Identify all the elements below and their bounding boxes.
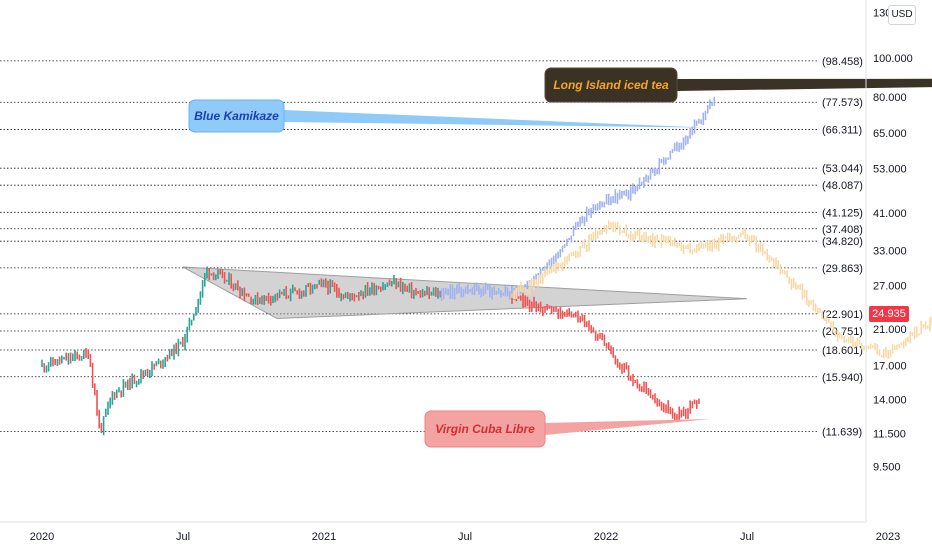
level-label: (15.940): [822, 372, 863, 384]
level-label: (48.087): [822, 180, 863, 192]
level-label: (34.820): [822, 236, 863, 248]
y-tick-label: 27.000: [873, 280, 907, 292]
y-tick-label: 9.500: [873, 462, 901, 474]
callout-label: Long Island iced tea: [553, 78, 669, 92]
y-tick-label: 11.500: [873, 428, 906, 440]
callout-virgin-cuba-libre[interactable]: Virgin Cuba Libre: [424, 410, 711, 448]
level-label: (53.044): [822, 163, 863, 175]
last-price-badge: 24.935: [869, 306, 909, 322]
currency-unit[interactable]: USD: [888, 5, 916, 25]
y-tick-label: 53.000: [873, 163, 907, 175]
series-long-island-iced-tea: [511, 220, 932, 359]
x-tick-label: 2022: [594, 531, 618, 543]
series-blue-kamikaze: [440, 96, 716, 301]
y-tick-label: 33.000: [873, 246, 907, 258]
level-label: (77.573): [822, 97, 863, 109]
y-tick-label: 17.000: [873, 361, 907, 373]
level-label: (20.751): [822, 326, 863, 338]
x-tick-label: 2023: [876, 531, 900, 543]
callouts: Blue Kamikaze Long Island iced tea Virgin …: [188, 67, 932, 448]
x-tick-label: 2021: [312, 531, 336, 543]
series-layer: [41, 96, 932, 436]
callout-long-island-iced-tea[interactable]: Long Island iced tea: [544, 67, 932, 103]
level-label: (41.125): [822, 207, 863, 219]
x-tick-label: Jul: [176, 531, 190, 543]
level-label: (18.601): [822, 345, 863, 357]
level-label: (98.458): [822, 56, 863, 68]
y-tick-label: 14.000: [873, 394, 907, 406]
callout-label: Virgin Cuba Libre: [435, 422, 535, 436]
y-tick-label: 100.000: [873, 53, 913, 65]
level-lines: (98.458) (77.573) (66.311) (53.044) (48.087)…: [0, 56, 863, 438]
x-tick-label: 2020: [30, 531, 54, 543]
y-tick-label: 65.000: [873, 128, 907, 140]
callout-label: Blue Kamikaze: [194, 109, 279, 123]
level-label: (22.901): [822, 309, 863, 321]
series-price: [41, 266, 442, 436]
level-label: (29.863): [822, 263, 863, 275]
level-label: (66.311): [822, 124, 862, 136]
x-tick-label: Jul: [458, 531, 472, 543]
series-virgin-cuba-libre: [511, 292, 700, 421]
y-tick-label: 80.000: [873, 92, 907, 104]
y-tick-label: 41.000: [873, 208, 907, 220]
level-label: (11.639): [822, 426, 862, 438]
callout-blue-kamikaze[interactable]: Blue Kamikaze: [188, 99, 707, 133]
y-tick-label: 21.000: [873, 324, 907, 336]
level-label: (37.408): [822, 224, 863, 236]
x-tick-label: Jul: [740, 531, 754, 543]
